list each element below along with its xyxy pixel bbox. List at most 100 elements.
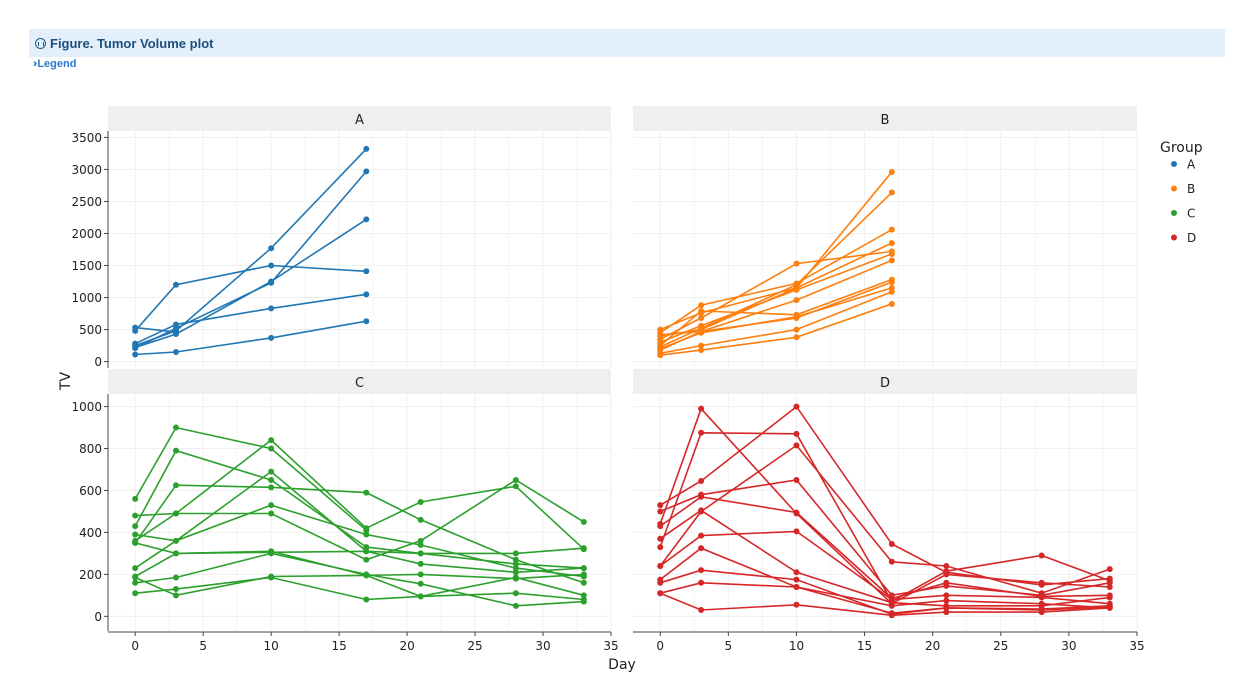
data-point <box>793 313 800 320</box>
data-point <box>132 590 139 597</box>
data-point <box>512 602 519 609</box>
chart-icon <box>35 37 46 49</box>
data-point <box>417 560 424 567</box>
panel-strip <box>633 369 1137 394</box>
data-point <box>512 574 519 581</box>
data-point <box>698 545 705 552</box>
data-point <box>793 528 800 535</box>
data-point <box>698 342 705 349</box>
y-tick-label: 200 <box>79 568 102 582</box>
data-point <box>268 574 275 581</box>
data-point <box>698 567 705 574</box>
data-point <box>888 612 895 619</box>
data-point <box>698 507 705 514</box>
series-line <box>659 242 893 331</box>
y-tick-label: 2000 <box>71 227 102 241</box>
data-point <box>1038 581 1045 588</box>
series-a-4 <box>132 262 370 334</box>
series-d-8 <box>657 528 1113 607</box>
data-point <box>132 574 139 581</box>
x-tick-label: 30 <box>1061 639 1076 653</box>
data-point <box>698 315 705 322</box>
legend-marker-b <box>1171 185 1177 192</box>
y-tick-label: 500 <box>79 323 102 337</box>
x-tick-label: 0 <box>131 639 139 653</box>
series-line <box>659 431 1111 603</box>
legend-label-b: B <box>1187 182 1195 196</box>
data-point <box>132 523 139 530</box>
panel-strip <box>108 106 611 131</box>
series-line <box>135 326 177 333</box>
data-point <box>888 240 895 247</box>
series-d-1 <box>657 405 1113 607</box>
data-point <box>1106 566 1113 573</box>
figure-title: Figure. Tumor Volume plot <box>50 35 214 51</box>
x-tick-label: 5 <box>725 639 733 653</box>
data-point <box>580 596 587 603</box>
data-point <box>363 548 370 555</box>
data-point <box>172 482 179 489</box>
data-point <box>363 268 370 275</box>
legend-marker-d <box>1171 234 1177 241</box>
panel-a: A 0 500 1000 1500 2000 2500 3000 3500 <box>71 106 612 369</box>
x-tick-label: 10 <box>263 639 278 653</box>
data-point <box>698 579 705 586</box>
data-point <box>793 442 800 449</box>
data-point <box>580 592 587 599</box>
data-point <box>417 580 424 587</box>
data-point <box>417 593 424 600</box>
data-point <box>793 509 800 516</box>
data-point <box>363 544 370 551</box>
data-point <box>888 226 895 233</box>
data-point <box>580 571 587 578</box>
data-point <box>1106 604 1113 611</box>
legend-toggle-label: Legend <box>37 58 77 70</box>
data-point <box>512 483 519 490</box>
panel-strip <box>108 369 611 394</box>
series-d-3 <box>657 403 1113 588</box>
data-point <box>363 489 370 496</box>
data-point <box>793 601 800 608</box>
data-point <box>1038 594 1045 601</box>
data-point <box>793 583 800 590</box>
series-line <box>659 479 1110 597</box>
data-point <box>943 592 950 599</box>
y-tick-label: 3500 <box>71 131 102 145</box>
data-point <box>888 189 895 196</box>
data-point <box>698 532 705 539</box>
data-point <box>698 478 705 485</box>
data-point <box>943 597 950 604</box>
data-point <box>698 405 705 412</box>
x-tick-label: 35 <box>603 639 618 653</box>
data-point <box>1106 583 1113 590</box>
series-d-2 <box>657 429 1113 605</box>
data-point <box>657 562 664 569</box>
data-point <box>417 571 424 578</box>
data-point <box>793 297 800 304</box>
data-point <box>132 539 139 546</box>
data-point <box>657 502 664 509</box>
legend-label-d: D <box>1187 231 1196 245</box>
series-line <box>659 228 893 334</box>
data-point <box>888 540 895 547</box>
data-point <box>657 331 664 338</box>
data-point <box>793 403 800 410</box>
series-d-12 <box>657 590 1113 619</box>
data-point <box>888 558 895 565</box>
data-point <box>943 604 950 611</box>
legend-label-c: C <box>1187 207 1195 221</box>
panel-strip-label: B <box>881 113 890 128</box>
series-c-12 <box>132 539 587 603</box>
data-point <box>512 560 519 567</box>
series-b-2 <box>657 189 895 350</box>
data-point <box>888 602 895 609</box>
data-point <box>268 305 275 312</box>
data-point <box>698 307 705 314</box>
data-point <box>512 476 519 483</box>
series-b-12 <box>657 300 895 359</box>
x-tick-label: 15 <box>331 639 346 653</box>
legend-toggle[interactable]: ›› Legend <box>33 58 76 70</box>
series-a-2 <box>132 168 370 352</box>
data-point <box>363 556 370 563</box>
